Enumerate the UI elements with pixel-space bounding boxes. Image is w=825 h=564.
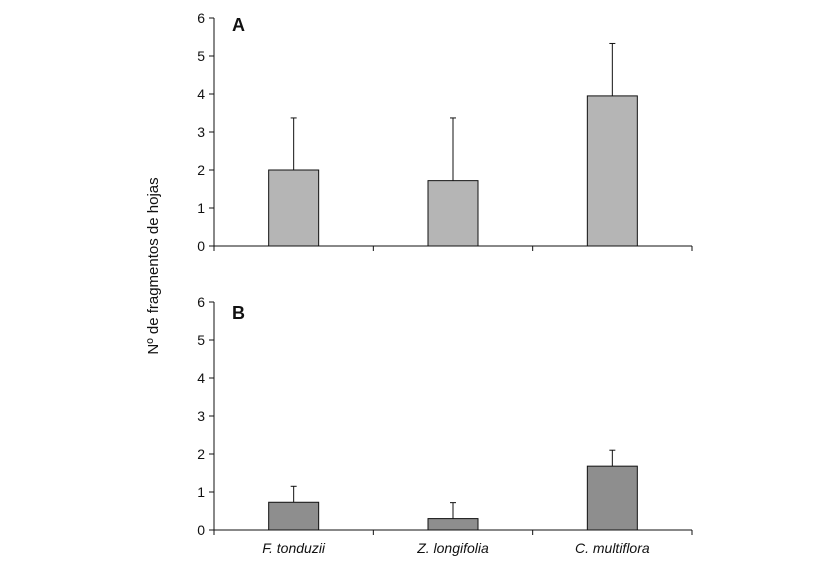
panel-a-y-tick-label: 2	[197, 162, 205, 178]
panel-a-bar	[268, 169, 320, 247]
panel-b-y-tick-label: 1	[197, 484, 205, 500]
panel-b-y-tick-label: 4	[197, 370, 205, 386]
x-category-label: Z. longifolia	[416, 540, 489, 556]
panel-a-y-tick-label: 4	[197, 86, 205, 102]
panel-a-bar	[427, 180, 479, 247]
panel-b-bar	[427, 518, 479, 531]
panel-a-y-tick-label: 1	[197, 200, 205, 216]
panel-b-y-tick-label: 5	[197, 332, 205, 348]
panel-a-y-tick-label: 5	[197, 48, 205, 64]
panel-a-y-tick-label: 6	[197, 10, 205, 26]
panel-b-y-tick-label: 2	[197, 446, 205, 462]
panel-b-bar	[268, 501, 320, 531]
panel-a-y-tick-label: 0	[197, 238, 205, 254]
panel-b-y-tick-label: 0	[197, 522, 205, 538]
x-category-label: F. tonduzii	[262, 540, 326, 556]
panel-a-label: A	[232, 15, 245, 35]
panel-b-label: B	[232, 303, 245, 323]
panel-a-bar	[586, 95, 638, 247]
panel-b-bar	[586, 465, 638, 531]
panel-b-y-tick-label: 3	[197, 408, 205, 424]
x-category-label: C. multiflora	[575, 540, 650, 556]
panel-a-y-tick-label: 3	[197, 124, 205, 140]
panel-b: 0 1 2 3 4 5 6 B F. tonduzii Z. longifolia C. multi…	[197, 294, 693, 556]
panel-a: 0 1 2 3 4 5 6 A	[197, 10, 693, 254]
panel-b-y-tick-label: 6	[197, 294, 205, 310]
y-axis-label: Nº de fragmentos de hojas	[145, 177, 162, 354]
